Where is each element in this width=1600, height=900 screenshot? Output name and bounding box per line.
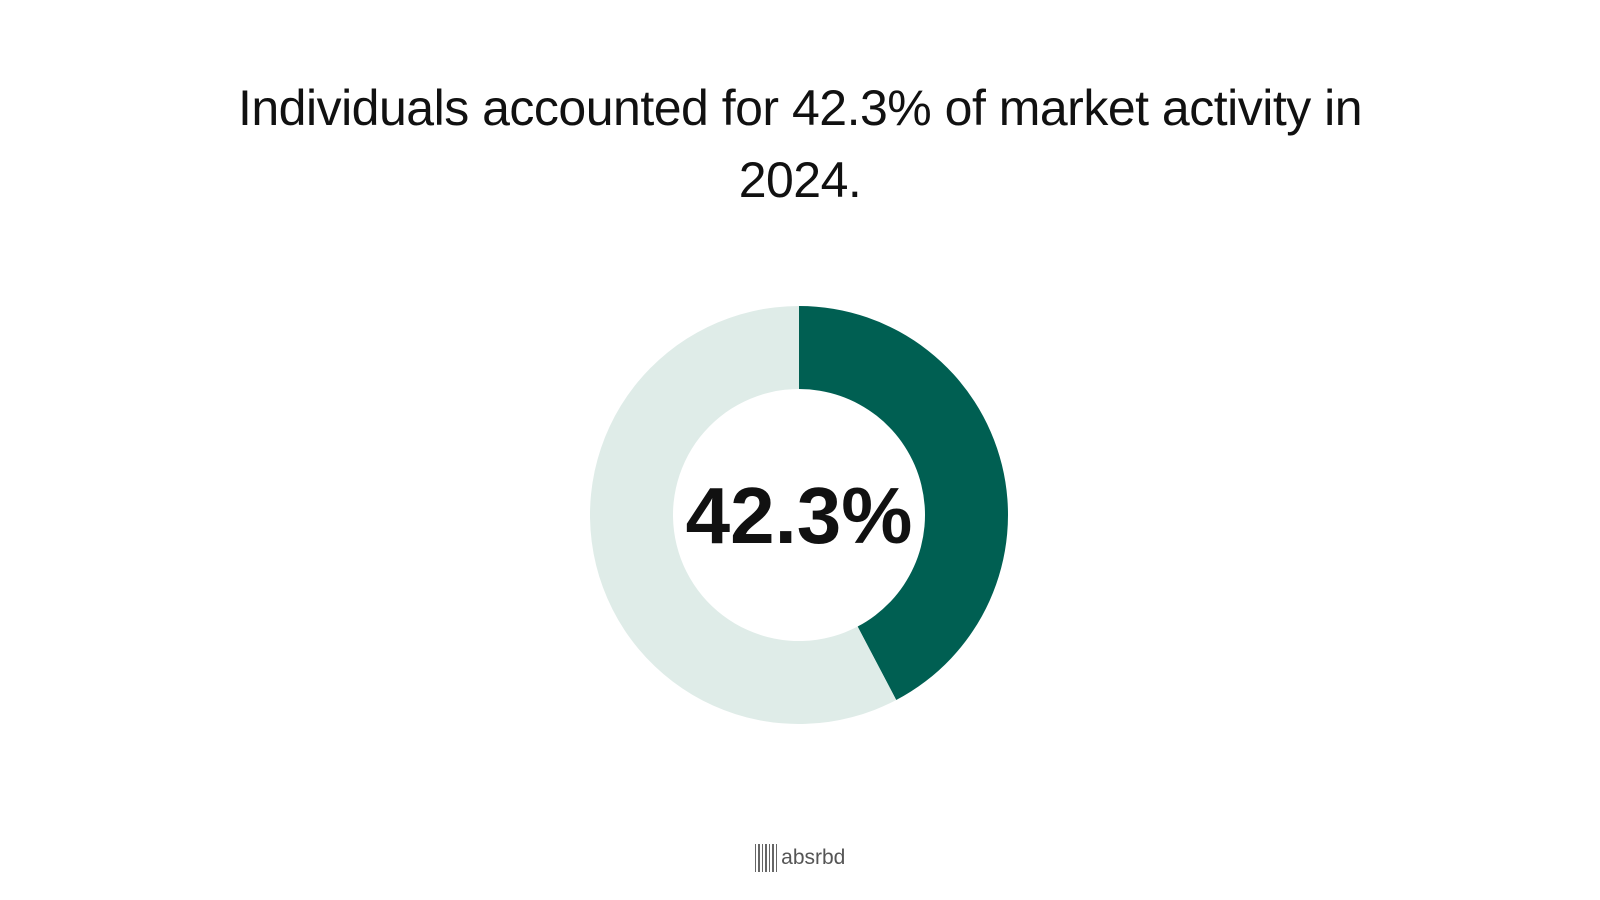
- donut-segment: [590, 306, 897, 724]
- chart-title: Individuals accounted for 42.3% of marke…: [237, 80, 1363, 208]
- center-label: 42.3%: [686, 471, 913, 560]
- brand-name: absrbd: [781, 846, 846, 869]
- donut-segment: [799, 306, 1008, 701]
- logo-mark: [754, 844, 778, 872]
- brand-logo: absrbd: [0, 844, 1600, 872]
